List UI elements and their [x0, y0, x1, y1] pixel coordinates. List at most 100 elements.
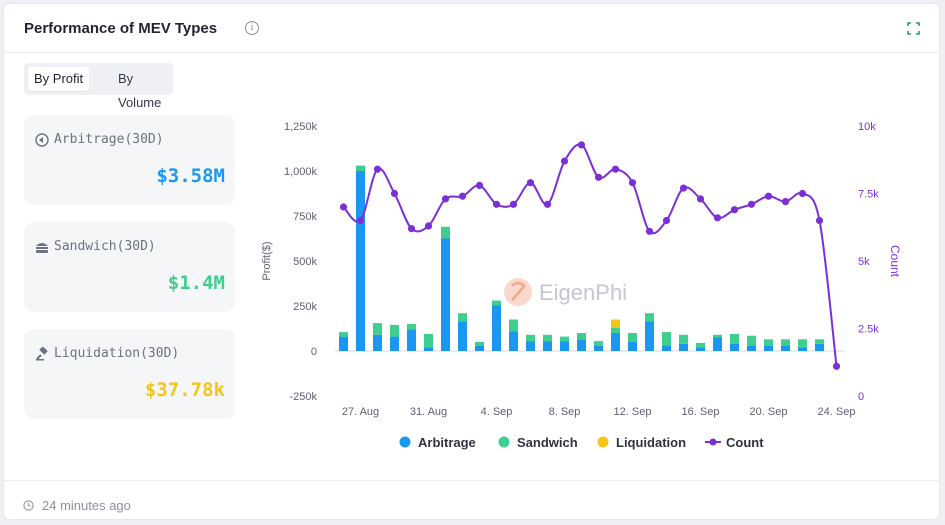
bar-arbitrage: [543, 341, 552, 351]
legend-arbitrage-marker: [399, 436, 411, 448]
bar-arbitrage: [628, 342, 637, 351]
page-title: Performance of MEV Types: [24, 20, 218, 37]
arbitrage-stat-label: Arbitrage(30D): [54, 132, 164, 147]
bar-arbitrage: [730, 343, 739, 351]
count-point: [679, 184, 688, 192]
bar-sandwich: [781, 339, 790, 346]
bar-sandwich: [594, 341, 603, 346]
x-tick-label: 8. Sep: [549, 406, 581, 418]
bar-arbitrage: [662, 345, 671, 351]
y-axis-label: Profit($): [261, 241, 273, 280]
bar-sandwich: [356, 165, 365, 171]
count-point: [577, 141, 586, 149]
bar-sandwich: [458, 313, 467, 322]
count-point: [441, 195, 450, 203]
bar-arbitrage: [645, 321, 654, 351]
bar-sandwich: [798, 339, 807, 348]
bar-liquidation: [611, 319, 620, 328]
bar-arbitrage: [696, 347, 705, 351]
bar-arbitrage: [611, 333, 620, 351]
count-point: [424, 222, 433, 230]
count-point: [560, 157, 569, 165]
count-point: [373, 165, 382, 173]
count-point: [747, 200, 756, 208]
bar-sandwich: [577, 333, 586, 340]
bar-sandwich: [441, 226, 450, 239]
arbitrage-stat-value: $3.58M: [156, 165, 225, 187]
count-point: [628, 179, 637, 187]
sandwich-stat-card: Sandwich(30D) $1.4M: [24, 222, 235, 312]
bar-sandwich: [492, 300, 501, 306]
x-tick-label: 31. Aug: [410, 406, 447, 418]
count-point: [407, 225, 416, 233]
bar-sandwich: [645, 313, 654, 322]
bar-sandwich: [526, 334, 535, 342]
count-point: [832, 362, 841, 370]
count-point: [645, 227, 654, 235]
legend-sandwich-marker: [498, 436, 510, 448]
bar-sandwich: [390, 324, 399, 337]
last-updated-text: 24 minutes ago: [42, 498, 131, 513]
sandwich-stat-label: Sandwich(30D): [54, 239, 156, 254]
bar-sandwich: [815, 339, 824, 344]
bar-arbitrage: [560, 341, 569, 351]
count-point: [662, 216, 671, 225]
x-tick-label: 16. Sep: [682, 406, 720, 418]
bar-sandwich: [662, 332, 671, 346]
legend-liquidation-marker: [597, 436, 609, 448]
y2-tick-label: 10k: [858, 121, 876, 133]
by-profit-tab[interactable]: By Profit: [28, 67, 90, 91]
count-point: [611, 165, 620, 173]
mev-performance-card: Performance of MEV Types i By Profit By …: [4, 4, 939, 519]
card-header: Performance of MEV Types i: [4, 4, 939, 53]
legend-count-marker: [709, 438, 717, 446]
y2-tick-label: 0: [858, 391, 864, 403]
bar-sandwich: [339, 332, 348, 337]
bar-arbitrage: [594, 345, 603, 351]
bar-arbitrage: [798, 347, 807, 351]
x-tick-label: 27. Aug: [342, 406, 379, 418]
gavel-icon: [36, 347, 48, 361]
sandwich-icon: [36, 243, 48, 253]
count-point: [764, 192, 773, 200]
info-icon[interactable]: i: [245, 21, 259, 35]
by-volume-tab[interactable]: By Volume: [118, 71, 162, 110]
count-point: [543, 200, 552, 208]
bar-arbitrage: [747, 345, 756, 351]
bar-sandwich: [747, 335, 756, 346]
bar-arbitrage: [764, 345, 773, 351]
clock-icon: [23, 500, 34, 511]
legend-sandwich-label: Sandwich: [517, 435, 578, 450]
bar-arbitrage: [441, 238, 450, 351]
x-tick-label: 20. Sep: [750, 406, 788, 418]
count-point: [781, 198, 790, 206]
arbitrage-icon: [35, 133, 49, 147]
count-point: [730, 206, 739, 214]
bar-arbitrage: [390, 336, 399, 351]
count-line: [342, 143, 838, 367]
bar-sandwich: [730, 333, 739, 344]
count-point: [390, 189, 399, 198]
bar-sandwich: [764, 339, 773, 346]
count-point: [713, 214, 722, 222]
y2-axis-label: Count: [888, 245, 902, 278]
bar-arbitrage: [509, 331, 518, 351]
legend-count-label: Count: [726, 435, 764, 450]
count-point: [356, 216, 365, 225]
bar-arbitrage: [679, 343, 688, 351]
y-tick-label: 750k: [293, 211, 317, 223]
y-tick-label: 1,000k: [284, 166, 318, 178]
y-tick-label: 0: [311, 346, 317, 358]
bar-sandwich: [628, 333, 637, 342]
count-point: [798, 189, 807, 198]
bar-sandwich: [424, 333, 433, 348]
count-point: [339, 203, 348, 211]
count-point: [815, 216, 824, 225]
y-tick-label: 1,250k: [284, 121, 318, 133]
expand-icon[interactable]: [907, 22, 920, 35]
count-point: [475, 181, 484, 189]
bar-sandwich: [509, 319, 518, 332]
bar-arbitrage: [458, 321, 467, 351]
liquidation-stat-label: Liquidation(30D): [54, 346, 180, 361]
bar-arbitrage: [815, 343, 824, 351]
